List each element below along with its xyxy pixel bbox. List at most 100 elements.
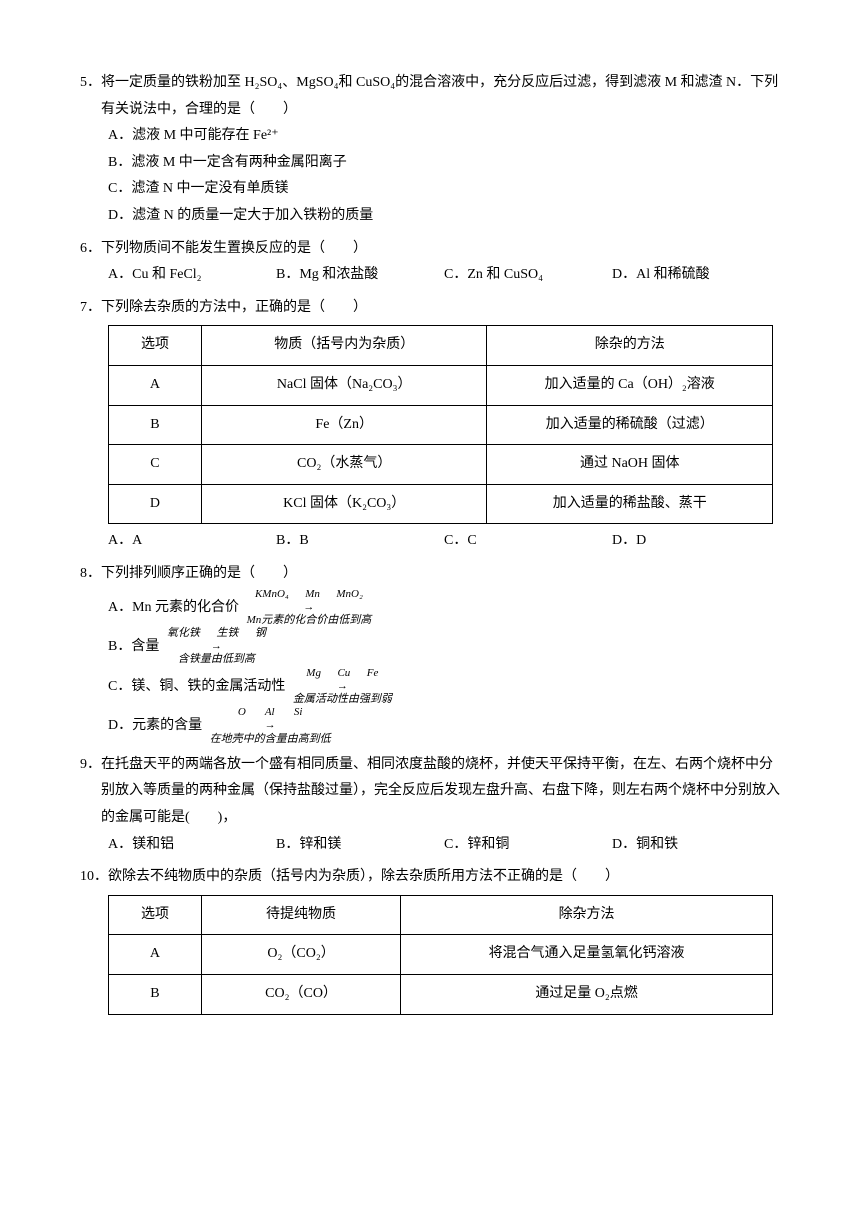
- q8-options: A．Mn 元素的化合价 KMnO₄ Mn MnO₂ → Mn元素的化合价由低到高…: [80, 588, 780, 746]
- arrow-icon: →: [337, 680, 348, 693]
- table-row: 选项 待提纯物质 除杂方法: [109, 895, 773, 935]
- table-row: C CO₂（水蒸气） 通过 NaOH 固体: [109, 445, 773, 485]
- question-5: 5． 将一定质量的铁粉加至 H₂SO₄、MgSO₄和 CuSO₄的混合溶液中，充…: [80, 70, 780, 230]
- q6-stem: 6． 下列物质间不能发生置换反应的是（ ）: [80, 236, 780, 263]
- q7-cell: KCl 固体（K₂CO₃）: [201, 484, 487, 524]
- q5-opt-b: B．滤液 M 中一定含有两种金属阳离子: [108, 150, 780, 177]
- q10-stem: 10． 欲除去不纯物质中的杂质（括号内为杂质），除去杂质所用方法不正确的是（ ）: [80, 864, 780, 891]
- q6-number: 6．: [80, 236, 101, 263]
- arrow-formula: Mg Cu Fe → 金属活动性由强到弱: [293, 667, 392, 707]
- q10-th-1: 待提纯物质: [201, 895, 400, 935]
- q8-stem: 8． 下列排列顺序正确的是（ ）: [80, 561, 780, 588]
- formula-bottom: 含铁量由低到高: [178, 653, 255, 666]
- q7-text: 下列除去杂质的方法中，正确的是（ ）: [101, 295, 780, 322]
- table-row: D KCl 固体（K₂CO₃） 加入适量的稀盐酸、蒸干: [109, 484, 773, 524]
- q5-options: A．滤液 M 中可能存在 Fe²⁺ B．滤液 M 中一定含有两种金属阳离子 C．…: [80, 123, 780, 229]
- q7-cell: A: [109, 365, 202, 405]
- question-8: 8． 下列排列顺序正确的是（ ） A．Mn 元素的化合价 KMnO₄ Mn Mn…: [80, 561, 780, 746]
- q10-th-2: 除杂方法: [401, 895, 773, 935]
- q10-cell: CO₂（CO）: [201, 974, 400, 1014]
- q10-text: 欲除去不纯物质中的杂质（括号内为杂质），除去杂质所用方法不正确的是（ ）: [108, 864, 780, 891]
- q7-cell: 通过 NaOH 固体: [487, 445, 773, 485]
- question-7: 7． 下列除去杂质的方法中，正确的是（ ） 选项 物质（括号内为杂质） 除杂的方…: [80, 295, 780, 555]
- q7-cell: D: [109, 484, 202, 524]
- q9-opt-a: A．镁和铝: [108, 832, 276, 859]
- q5-opt-a: A．滤液 M 中可能存在 Fe²⁺: [108, 123, 780, 150]
- q8-number: 8．: [80, 561, 101, 588]
- q7-cell: Fe（Zn）: [201, 405, 487, 445]
- formula-top: Mg Cu Fe: [306, 667, 378, 680]
- q10-cell: 将混合气通入足量氢氧化钙溶液: [401, 935, 773, 975]
- q7-th-2: 除杂的方法: [487, 326, 773, 366]
- formula-top: KMnO₄ Mn MnO₂: [255, 588, 363, 601]
- formula-bottom: Mn元素的化合价由低到高: [247, 614, 372, 627]
- q7-th-1: 物质（括号内为杂质）: [201, 326, 487, 366]
- q7-cell: C: [109, 445, 202, 485]
- q7-stem: 7． 下列除去杂质的方法中，正确的是（ ）: [80, 295, 780, 322]
- arrow-icon: →: [303, 601, 314, 614]
- q8-opt-a: A．Mn 元素的化合价 KMnO₄ Mn MnO₂ → Mn元素的化合价由低到高: [108, 588, 780, 628]
- q8-opt-d-label: D．元素的含量: [108, 718, 202, 733]
- q10-cell: O₂（CO₂）: [201, 935, 400, 975]
- q7-cell: NaCl 固体（Na₂CO₃）: [201, 365, 487, 405]
- q5-text: 将一定质量的铁粉加至 H₂SO₄、MgSO₄和 CuSO₄的混合溶液中，充分反应…: [101, 70, 780, 123]
- question-6: 6． 下列物质间不能发生置换反应的是（ ） A．Cu 和 FeCl₂ B．Mg …: [80, 236, 780, 289]
- table-row: A NaCl 固体（Na₂CO₃） 加入适量的 Ca（OH）₂溶液: [109, 365, 773, 405]
- q8-text: 下列排列顺序正确的是（ ）: [101, 561, 780, 588]
- q7-number: 7．: [80, 295, 101, 322]
- formula-bottom: 在地壳中的含量由高到低: [210, 733, 331, 746]
- q5-number: 5．: [80, 70, 101, 123]
- q5-stem: 5． 将一定质量的铁粉加至 H₂SO₄、MgSO₄和 CuSO₄的混合溶液中，充…: [80, 70, 780, 123]
- q9-opt-b: B．锌和镁: [276, 832, 444, 859]
- q8-opt-b: B．含量 氧化铁 生铁 钢 → 含铁量由低到高: [108, 627, 780, 667]
- q5-opt-d: D．滤渣 N 的质量一定大于加入铁粉的质量: [108, 203, 780, 230]
- q9-stem: 9． 在托盘天平的两端各放一个盛有相同质量、相同浓度盐酸的烧杯，并使天平保持平衡…: [80, 752, 780, 832]
- q10-th-0: 选项: [109, 895, 202, 935]
- question-10: 10． 欲除去不纯物质中的杂质（括号内为杂质），除去杂质所用方法不正确的是（ ）…: [80, 864, 780, 1014]
- formula-bottom: 金属活动性由强到弱: [293, 693, 392, 706]
- q9-text: 在托盘天平的两端各放一个盛有相同质量、相同浓度盐酸的烧杯，并使天平保持平衡，在左…: [101, 752, 780, 832]
- q6-opt-d: D．Al 和稀硫酸: [612, 262, 780, 289]
- q7-cell: 加入适量的稀盐酸、蒸干: [487, 484, 773, 524]
- q8-opt-d: D．元素的含量 O Al Si → 在地壳中的含量由高到低: [108, 706, 780, 746]
- arrow-icon: →: [265, 719, 276, 732]
- q7-cell: B: [109, 405, 202, 445]
- q10-number: 10．: [80, 864, 108, 891]
- q7-cell: 加入适量的 Ca（OH）₂溶液: [487, 365, 773, 405]
- q6-opt-c: C．Zn 和 CuSO₄: [444, 262, 612, 289]
- q9-opt-d: D．铜和铁: [612, 832, 780, 859]
- q6-text: 下列物质间不能发生置换反应的是（ ）: [101, 236, 780, 263]
- q7-opt-a: A．A: [108, 528, 276, 555]
- question-9: 9． 在托盘天平的两端各放一个盛有相同质量、相同浓度盐酸的烧杯，并使天平保持平衡…: [80, 752, 780, 858]
- q8-opt-b-label: B．含量: [108, 639, 159, 654]
- q5-opt-c: C．滤渣 N 中一定没有单质镁: [108, 176, 780, 203]
- q10-table: 选项 待提纯物质 除杂方法 A O₂（CO₂） 将混合气通入足量氢氧化钙溶液 B…: [108, 895, 773, 1015]
- q10-cell: A: [109, 935, 202, 975]
- q9-options: A．镁和铝 B．锌和镁 C．锌和铜 D．铜和铁: [80, 832, 780, 859]
- q8-opt-c-label: C．镁、铜、铁的金属活动性: [108, 679, 285, 694]
- q7-options: A．A B．B C．C D．D: [80, 528, 780, 555]
- formula-top: 氧化铁 生铁 钢: [167, 627, 266, 640]
- q6-opt-b: B．Mg 和浓盐酸: [276, 262, 444, 289]
- q7-opt-d: D．D: [612, 528, 780, 555]
- q6-opt-a: A．Cu 和 FeCl₂: [108, 262, 276, 289]
- arrow-formula: KMnO₄ Mn MnO₂ → Mn元素的化合价由低到高: [247, 588, 372, 628]
- arrow-icon: →: [211, 640, 222, 653]
- table-row: B Fe（Zn） 加入适量的稀硫酸（过滤）: [109, 405, 773, 445]
- table-row: B CO₂（CO） 通过足量 O₂点燃: [109, 974, 773, 1014]
- q7-opt-c: C．C: [444, 528, 612, 555]
- q10-cell: 通过足量 O₂点燃: [401, 974, 773, 1014]
- q10-cell: B: [109, 974, 202, 1014]
- q7-cell: CO₂（水蒸气）: [201, 445, 487, 485]
- arrow-formula: O Al Si → 在地壳中的含量由高到低: [210, 706, 331, 746]
- arrow-formula: 氧化铁 生铁 钢 → 含铁量由低到高: [167, 627, 266, 667]
- q7-opt-b: B．B: [276, 528, 444, 555]
- q6-options: A．Cu 和 FeCl₂ B．Mg 和浓盐酸 C．Zn 和 CuSO₄ D．Al…: [80, 262, 780, 289]
- q7-cell: 加入适量的稀硫酸（过滤）: [487, 405, 773, 445]
- q7-th-0: 选项: [109, 326, 202, 366]
- q9-number: 9．: [80, 752, 101, 832]
- q8-opt-c: C．镁、铜、铁的金属活动性 Mg Cu Fe → 金属活动性由强到弱: [108, 667, 780, 707]
- q7-table: 选项 物质（括号内为杂质） 除杂的方法 A NaCl 固体（Na₂CO₃） 加入…: [108, 325, 773, 524]
- table-row: 选项 物质（括号内为杂质） 除杂的方法: [109, 326, 773, 366]
- q9-opt-c: C．锌和铜: [444, 832, 612, 859]
